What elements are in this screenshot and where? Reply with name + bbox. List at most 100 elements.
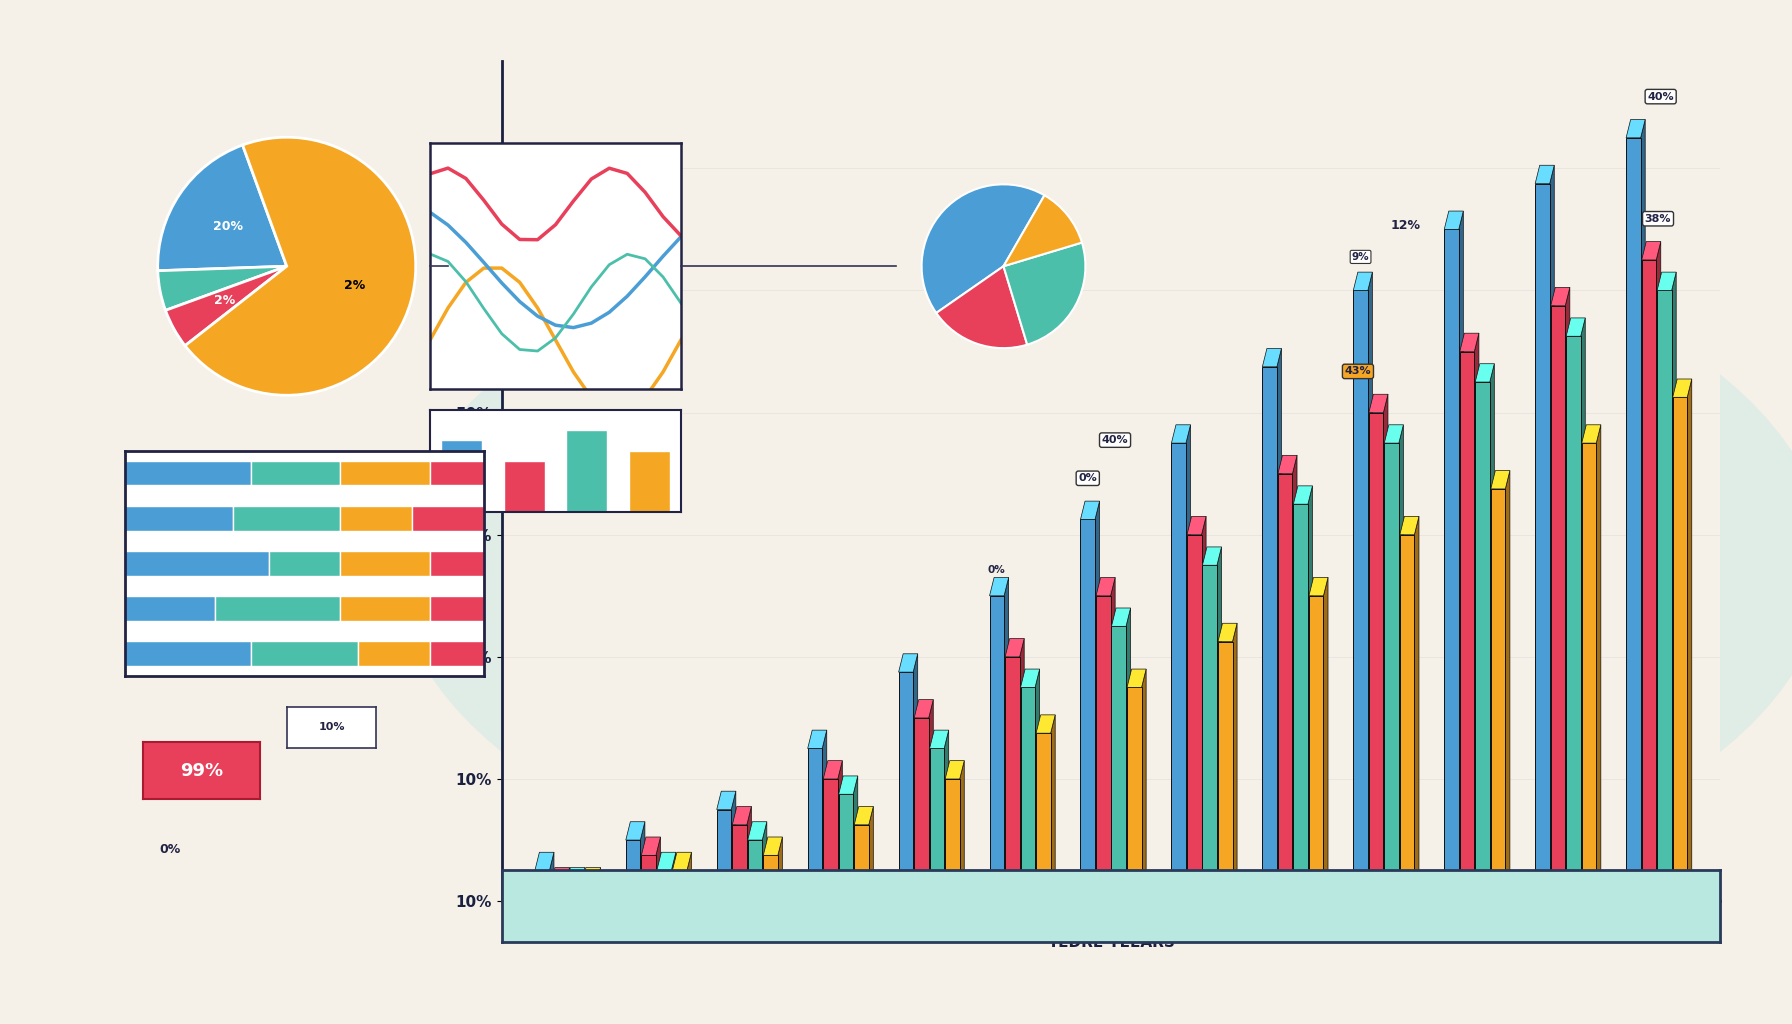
Bar (625, 840, 640, 901)
Polygon shape (717, 792, 737, 810)
Bar (1658, 291, 1672, 901)
Bar (930, 749, 944, 901)
Bar (747, 840, 762, 901)
Polygon shape (928, 699, 934, 901)
Bar (763, 855, 778, 901)
Bar (504, 461, 545, 512)
Bar (1081, 519, 1095, 901)
Polygon shape (1081, 501, 1100, 519)
Polygon shape (1641, 120, 1645, 901)
Polygon shape (1202, 516, 1206, 901)
Polygon shape (1475, 364, 1495, 382)
Bar (430, 596, 484, 621)
Bar (358, 641, 430, 666)
Polygon shape (1491, 471, 1511, 488)
Polygon shape (642, 837, 661, 855)
Polygon shape (1202, 547, 1222, 565)
Text: 2%: 2% (213, 294, 235, 307)
Bar (534, 870, 550, 901)
Bar (914, 718, 928, 901)
Polygon shape (1097, 578, 1115, 596)
Bar (550, 886, 564, 901)
Bar (412, 506, 484, 530)
Bar (1369, 413, 1383, 901)
Bar (125, 596, 215, 621)
Bar (430, 551, 484, 575)
Polygon shape (658, 852, 676, 870)
Text: 40%: 40% (1102, 435, 1129, 445)
Text: 0%: 0% (159, 844, 181, 856)
Polygon shape (1383, 425, 1403, 443)
Polygon shape (1125, 608, 1131, 901)
Polygon shape (1536, 165, 1554, 183)
Bar (233, 506, 340, 530)
Polygon shape (581, 867, 584, 901)
Bar (1036, 733, 1050, 901)
Bar (441, 440, 482, 512)
Bar (808, 749, 823, 901)
Polygon shape (1308, 485, 1312, 901)
Polygon shape (672, 852, 692, 870)
Polygon shape (1383, 394, 1389, 901)
Bar (1491, 488, 1505, 901)
Polygon shape (1459, 211, 1464, 901)
Polygon shape (1036, 715, 1055, 733)
Wedge shape (165, 266, 287, 346)
Bar (672, 870, 686, 901)
Polygon shape (914, 653, 918, 901)
Bar (1672, 397, 1688, 901)
Polygon shape (672, 852, 676, 901)
Bar (340, 461, 430, 485)
Polygon shape (1005, 639, 1025, 656)
Bar (1278, 474, 1292, 901)
Polygon shape (733, 807, 751, 824)
Bar (1582, 443, 1597, 901)
Polygon shape (898, 653, 918, 672)
Wedge shape (1004, 243, 1086, 345)
Text: 99%: 99% (179, 762, 224, 779)
Polygon shape (823, 761, 842, 779)
Bar (839, 795, 853, 901)
Polygon shape (1581, 317, 1586, 901)
Polygon shape (1020, 669, 1039, 687)
Bar (1625, 138, 1641, 901)
Bar (1111, 627, 1125, 901)
Bar (430, 461, 484, 485)
Bar (125, 506, 233, 530)
Wedge shape (1004, 196, 1082, 266)
Bar (215, 596, 340, 621)
Polygon shape (839, 761, 842, 901)
Polygon shape (763, 837, 783, 855)
Polygon shape (1597, 425, 1600, 901)
Polygon shape (1278, 456, 1297, 474)
Polygon shape (1278, 348, 1281, 901)
Polygon shape (1658, 272, 1676, 291)
Wedge shape (935, 266, 1027, 348)
Polygon shape (1475, 333, 1478, 901)
Polygon shape (762, 821, 767, 901)
Text: 9%: 9% (1351, 252, 1369, 262)
Bar (340, 506, 412, 530)
Bar (733, 824, 747, 901)
Polygon shape (1672, 272, 1676, 901)
Polygon shape (961, 761, 964, 901)
Polygon shape (656, 837, 661, 901)
Bar (251, 641, 358, 666)
Polygon shape (1688, 379, 1692, 901)
Polygon shape (686, 852, 692, 901)
Polygon shape (1400, 516, 1419, 535)
Polygon shape (747, 821, 767, 840)
Text: 10%: 10% (319, 722, 344, 732)
Text: 43%: 43% (1344, 367, 1371, 377)
Polygon shape (1219, 624, 1236, 642)
Bar (1262, 367, 1278, 901)
Bar (566, 886, 581, 901)
Bar (629, 451, 670, 512)
Bar (430, 641, 484, 666)
Wedge shape (158, 266, 287, 310)
Bar (717, 810, 731, 901)
Text: 12%: 12% (1391, 219, 1421, 232)
Polygon shape (839, 776, 858, 795)
Polygon shape (1566, 317, 1586, 336)
Bar (1460, 351, 1475, 901)
